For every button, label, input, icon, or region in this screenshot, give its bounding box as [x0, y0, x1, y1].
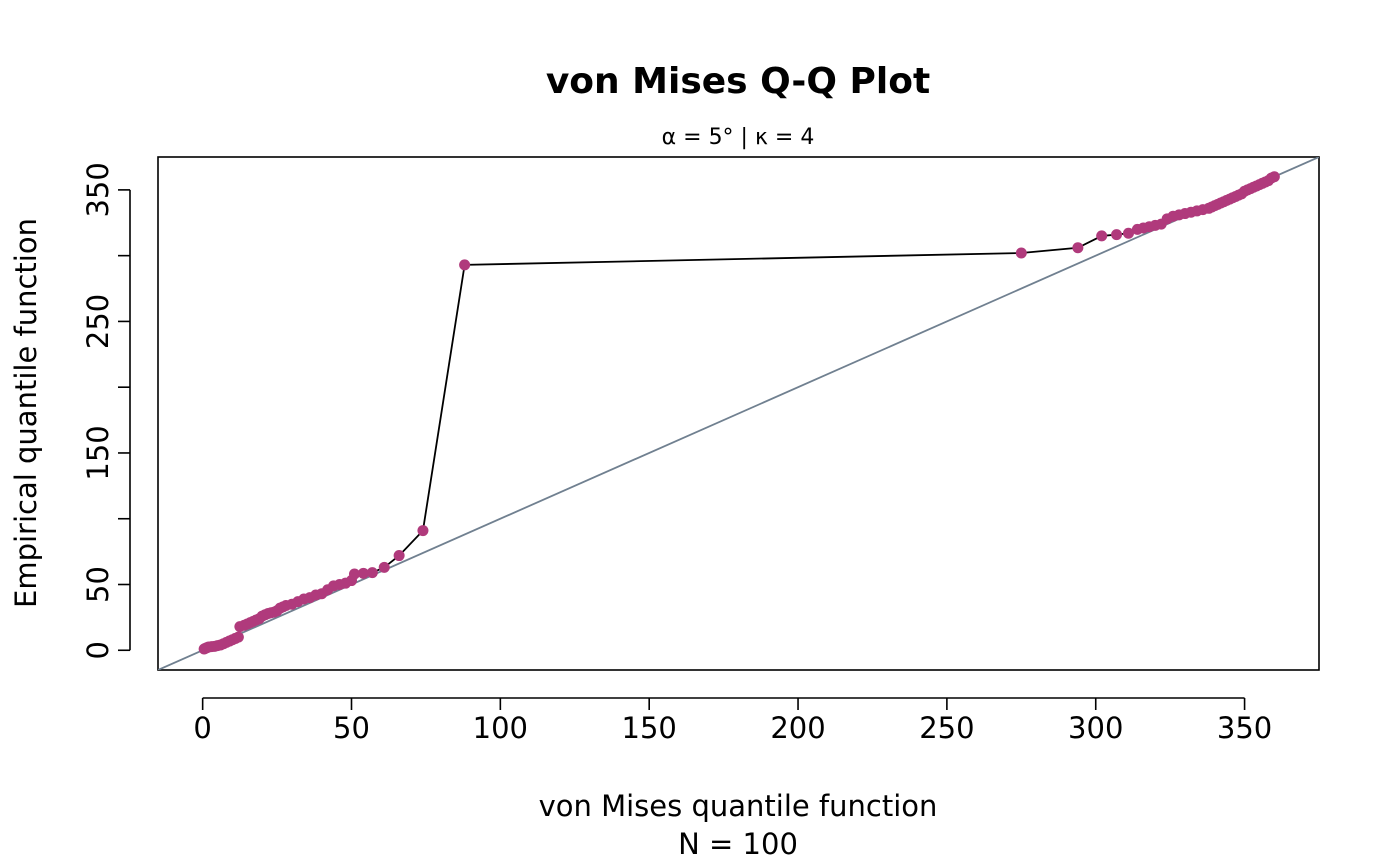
plot-area — [158, 157, 1319, 670]
y-tick-label: 0 — [81, 641, 115, 659]
y-axis: 0 50 150 250 350 — [81, 162, 131, 659]
data-point — [1111, 229, 1123, 241]
reference-line — [158, 157, 1319, 670]
y-tick-label: 50 — [81, 566, 115, 603]
x-tick-label: 50 — [333, 711, 370, 745]
y-axis-label: Empirical quantile function — [9, 218, 43, 608]
x-tick-label: 0 — [193, 711, 211, 745]
plot-frame — [157, 156, 1320, 671]
data-point — [1268, 171, 1280, 183]
data-point — [357, 567, 369, 579]
x-axis: 0 50 100 150 200 250 300 350 — [193, 697, 1272, 745]
y-tick-label: 250 — [81, 294, 115, 349]
data-point — [1015, 247, 1027, 259]
data-point — [393, 550, 405, 562]
data-point — [459, 259, 471, 271]
y-tick-label: 150 — [81, 425, 115, 480]
x-tick-label: 350 — [1217, 711, 1272, 745]
data-point — [366, 567, 378, 579]
y-tick-label: 350 — [81, 162, 115, 217]
x-tick-label: 150 — [622, 711, 677, 745]
data-point — [1072, 242, 1084, 254]
data-points — [198, 171, 1280, 655]
data-point — [1122, 227, 1134, 239]
sample-size-label: N = 100 — [678, 827, 798, 861]
data-point — [1096, 230, 1108, 242]
x-tick-label: 250 — [919, 711, 974, 745]
x-axis-label: von Mises quantile function — [539, 789, 938, 823]
x-tick-label: 100 — [473, 711, 528, 745]
chart-subtitle: α = 5° | κ = 4 — [662, 125, 815, 150]
data-point — [348, 568, 360, 580]
data-point — [232, 631, 244, 643]
x-tick-label: 200 — [770, 711, 825, 745]
chart-title: von Mises Q-Q Plot — [546, 61, 930, 102]
x-tick-label: 300 — [1068, 711, 1123, 745]
data-point — [417, 525, 429, 537]
data-point — [378, 561, 390, 573]
